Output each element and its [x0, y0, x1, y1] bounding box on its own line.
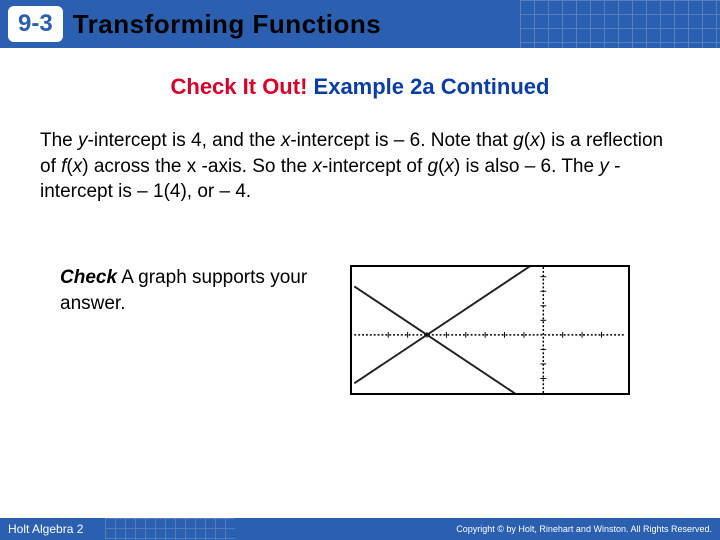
text-frag: -intercept of — [322, 156, 428, 177]
text-frag: ) is also – 6. The — [454, 156, 599, 177]
example-subtitle: Check It Out! Example 2a Continued — [0, 74, 720, 100]
lesson-header: 9-3 Transforming Functions — [0, 0, 720, 48]
var-x: x — [530, 130, 540, 151]
text-frag: The — [40, 130, 78, 151]
explanation-paragraph: The y-intercept is 4, and the x-intercep… — [40, 128, 680, 205]
check-label: Check — [60, 267, 117, 288]
subtitle-check-it-out: Check It Out! — [171, 74, 308, 99]
footer-grid-decoration — [105, 518, 235, 540]
lesson-title: Transforming Functions — [73, 9, 382, 40]
text-frag: -intercept is – 6. Note that — [290, 130, 513, 151]
text-frag: -intercept is 4, and the — [88, 130, 281, 151]
var-x: x — [444, 156, 454, 177]
check-row: Check A graph supports your answer. — [60, 265, 680, 395]
header-grid-decoration — [520, 0, 720, 48]
slide-footer: Holt Algebra 2 Copyright © by Holt, Rine… — [0, 518, 720, 540]
subtitle-example-label: Example 2a Continued — [314, 74, 550, 99]
line-f — [354, 267, 616, 383]
verification-graph — [350, 265, 630, 395]
var-y: y — [599, 156, 609, 177]
var-x: x — [281, 130, 291, 151]
footer-book-title: Holt Algebra 2 — [8, 522, 83, 536]
var-x: x — [73, 156, 83, 177]
text-frag: ) across the x -axis. So the — [82, 156, 312, 177]
lesson-number-badge: 9-3 — [8, 6, 63, 42]
var-g: g — [513, 130, 524, 151]
footer-copyright: Copyright © by Holt, Rinehart and Winsto… — [456, 524, 712, 534]
line-g — [354, 286, 616, 393]
var-g: g — [428, 156, 439, 177]
graph-svg — [352, 267, 628, 393]
var-x: x — [312, 156, 322, 177]
check-text: Check A graph supports your answer. — [60, 265, 320, 316]
var-y: y — [78, 130, 88, 151]
